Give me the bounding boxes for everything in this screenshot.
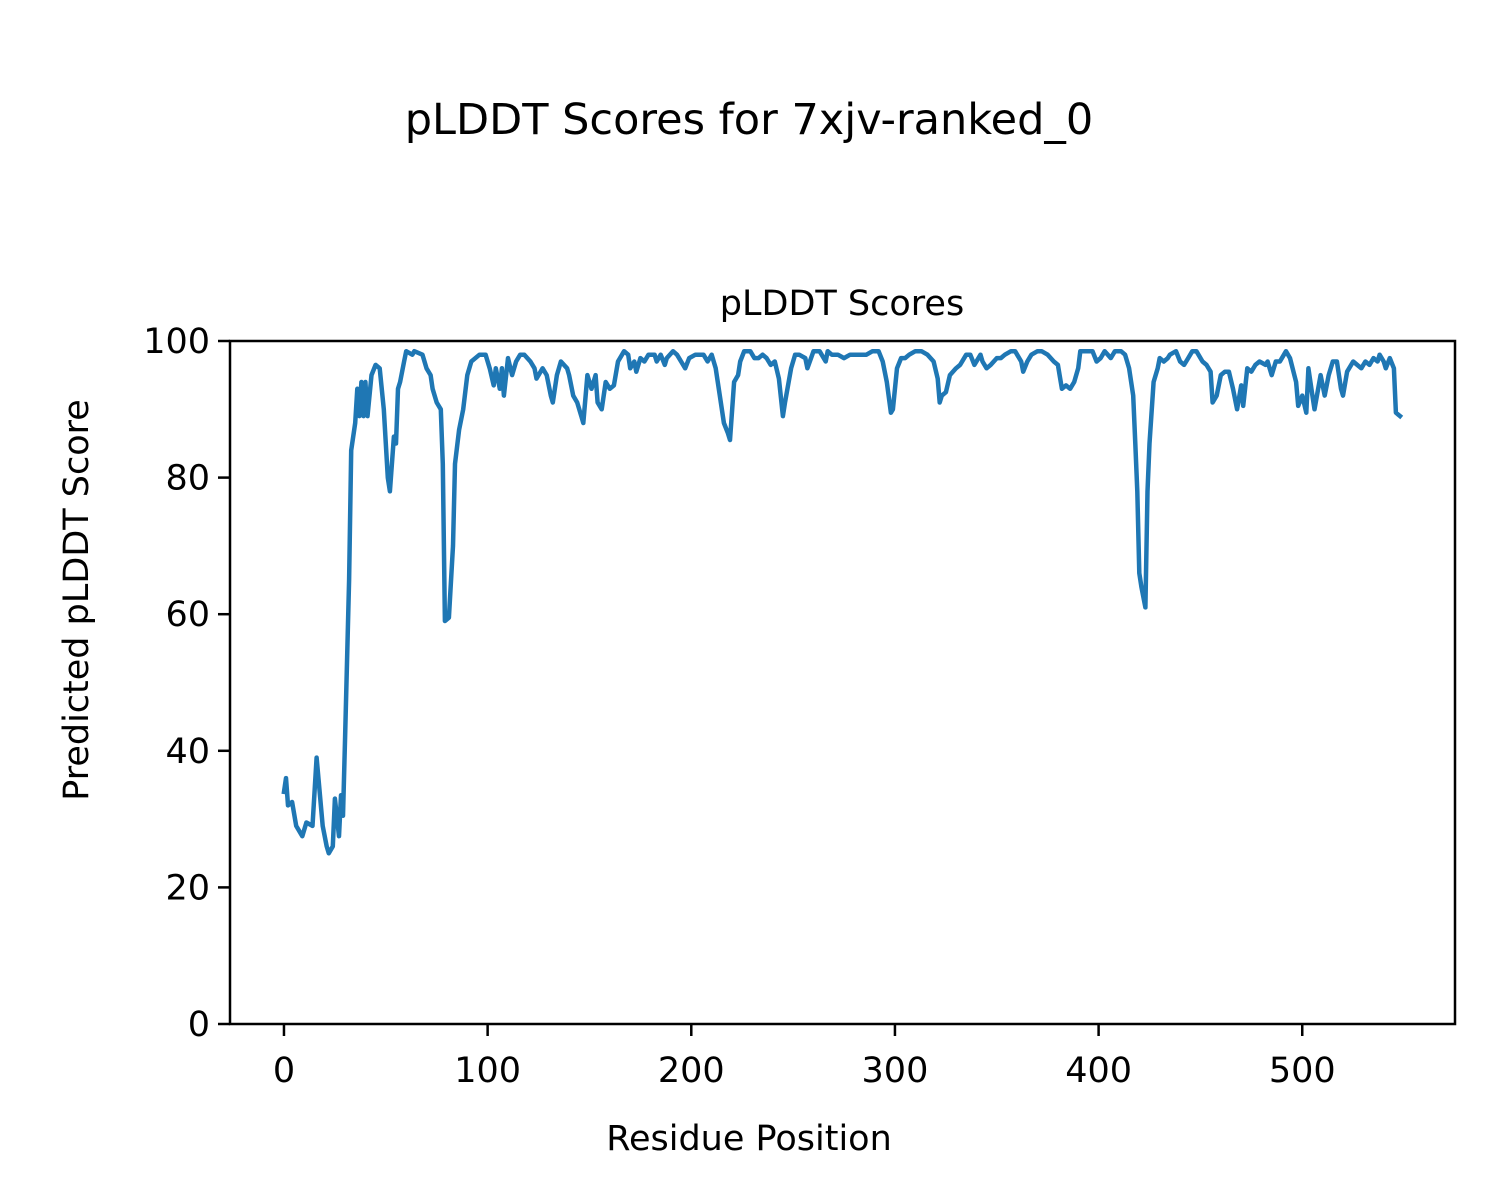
x-tick-label: 300 bbox=[862, 1051, 929, 1091]
y-axis-label: Predicted pLDDT Score bbox=[57, 399, 97, 801]
axes-frame bbox=[228, 339, 1457, 1026]
y-tick-label: 100 bbox=[143, 322, 210, 362]
line-layer bbox=[281, 348, 1404, 856]
axes-title: pLDDT Scores bbox=[720, 284, 964, 324]
x-tick-label: 100 bbox=[454, 1051, 521, 1091]
figure-suptitle: pLDDT Scores for 7xjv-ranked_0 bbox=[405, 95, 1094, 145]
x-tick-label: 500 bbox=[1269, 1051, 1336, 1091]
y-tick-label: 60 bbox=[165, 595, 210, 635]
y-tick-label: 40 bbox=[165, 732, 210, 772]
y-tick-label: 0 bbox=[188, 1005, 210, 1045]
x-tick-label: 400 bbox=[1065, 1051, 1132, 1091]
series-line-plddt bbox=[281, 348, 1404, 856]
x-axis-ticks: 0 100 200 300 400 500 bbox=[273, 1024, 1336, 1091]
y-tick-label: 80 bbox=[165, 459, 210, 499]
y-tick-label: 20 bbox=[165, 868, 210, 908]
x-axis-label: Residue Position bbox=[606, 1119, 892, 1159]
x-tick-label: 0 bbox=[273, 1051, 295, 1091]
x-tick-label: 200 bbox=[658, 1051, 725, 1091]
y-axis-ticks: 0 20 40 60 80 100 bbox=[143, 322, 230, 1045]
